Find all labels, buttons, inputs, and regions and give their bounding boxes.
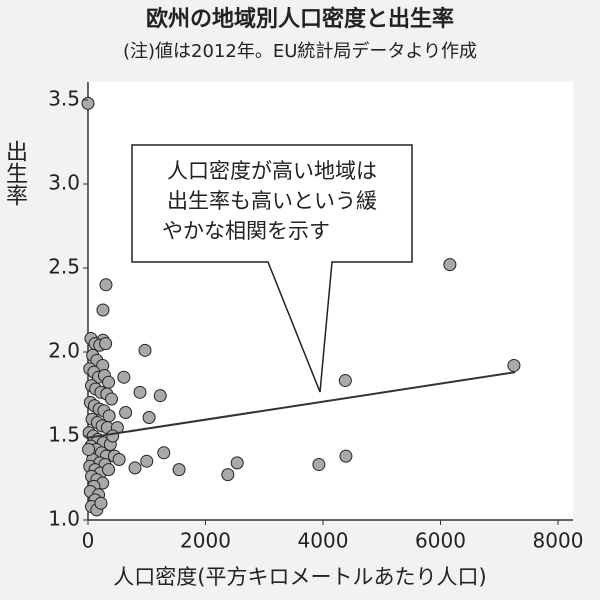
point — [99, 278, 113, 292]
point — [153, 389, 167, 403]
x-tick-label: 8000 — [533, 529, 584, 553]
chart-title: 欧州の地域別人口密度と出生率 — [146, 6, 454, 32]
point — [106, 429, 120, 443]
point — [119, 405, 133, 419]
point — [102, 409, 116, 423]
point — [133, 385, 147, 399]
point — [102, 463, 116, 477]
point — [94, 496, 108, 510]
point — [142, 411, 156, 425]
point — [443, 258, 457, 272]
x-axis-label: 人口密度(平方キロメートルあたり人口) — [113, 565, 486, 589]
y-tick-label: 2.5 — [48, 255, 80, 279]
y-tick-label: 1.5 — [48, 423, 80, 447]
point — [338, 374, 352, 388]
annotation-line: 人口密度が高い地域は — [167, 159, 377, 183]
callout-box — [131, 144, 413, 393]
trend-line — [87, 371, 516, 439]
y-axis-label: 出生率 — [2, 140, 27, 206]
annotation-line: やかな相関を示す — [162, 219, 330, 243]
x-tick-label: 6000 — [415, 529, 466, 553]
point — [105, 392, 118, 406]
point — [128, 461, 142, 475]
point — [339, 449, 353, 463]
point — [82, 442, 96, 456]
point — [138, 343, 152, 357]
point — [172, 463, 186, 477]
point — [117, 370, 131, 384]
point — [221, 468, 235, 482]
point — [96, 303, 110, 317]
x-tick-label: 2000 — [180, 529, 231, 553]
y-tick-label: 3.0 — [48, 171, 80, 195]
point — [81, 96, 95, 110]
point — [112, 453, 126, 467]
y-tick-label: 3.5 — [48, 87, 80, 111]
chart-subtitle: (注)値は2012年。EU統計局データより作成 — [123, 41, 477, 62]
point — [102, 375, 116, 389]
point — [157, 446, 171, 460]
point — [99, 337, 113, 351]
annotation-line: 出生率も高いという緩 — [167, 189, 377, 213]
point — [507, 358, 521, 372]
y-tick-label: 2.0 — [48, 339, 80, 363]
point — [230, 456, 244, 470]
x-tick-label: 0 — [82, 529, 95, 553]
y-tick-label: 1.0 — [48, 507, 80, 531]
point — [312, 458, 326, 472]
point — [140, 454, 154, 468]
x-tick-label: 4000 — [298, 529, 349, 553]
